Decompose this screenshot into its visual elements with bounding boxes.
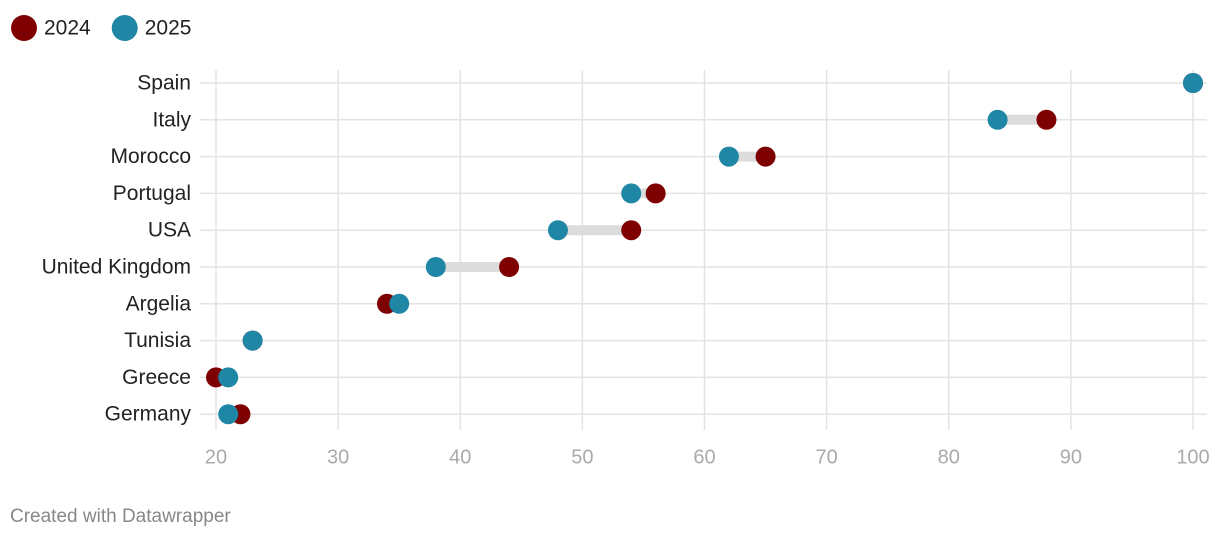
x-tick-label: 30 xyxy=(327,446,349,468)
category-label: Italy xyxy=(152,108,191,131)
dot xyxy=(1036,109,1057,130)
dot xyxy=(425,257,446,277)
x-tick-label: 40 xyxy=(449,446,471,468)
credit: Created with Datawrapper xyxy=(10,506,231,527)
dot xyxy=(645,183,666,204)
dot xyxy=(242,330,263,351)
dot xyxy=(389,293,410,314)
category-label: Tunisia xyxy=(124,329,191,352)
x-tick-label: 100 xyxy=(1176,446,1209,468)
dot xyxy=(218,367,239,388)
category-label: Spain xyxy=(137,72,191,95)
x-tick-label: 20 xyxy=(205,446,227,468)
dot xyxy=(621,220,642,241)
category-label: Argelia xyxy=(126,292,192,315)
category-label: Portugal xyxy=(113,182,191,205)
dot xyxy=(218,404,239,425)
x-tick-label: 70 xyxy=(816,446,838,468)
dot xyxy=(987,109,1008,130)
x-tick-label: 80 xyxy=(938,446,960,468)
category-label: Morocco xyxy=(110,145,191,168)
category-label: USA xyxy=(148,219,191,242)
dot xyxy=(621,183,642,204)
legend-label: 2024 xyxy=(44,17,91,40)
dot xyxy=(547,220,568,241)
legend-swatch xyxy=(111,15,138,41)
x-tick-label: 60 xyxy=(693,446,715,468)
dot xyxy=(499,257,520,277)
dot xyxy=(1183,73,1203,93)
legend-label: 2025 xyxy=(145,17,192,40)
x-tick-label: 50 xyxy=(571,446,593,468)
category-label: Germany xyxy=(105,403,192,426)
dot xyxy=(718,146,739,167)
category-label: United Kingdom xyxy=(42,256,191,279)
dot xyxy=(755,146,776,167)
category-label: Greece xyxy=(122,366,191,389)
x-tick-label: 90 xyxy=(1060,446,1082,468)
legend-swatch xyxy=(11,15,37,41)
